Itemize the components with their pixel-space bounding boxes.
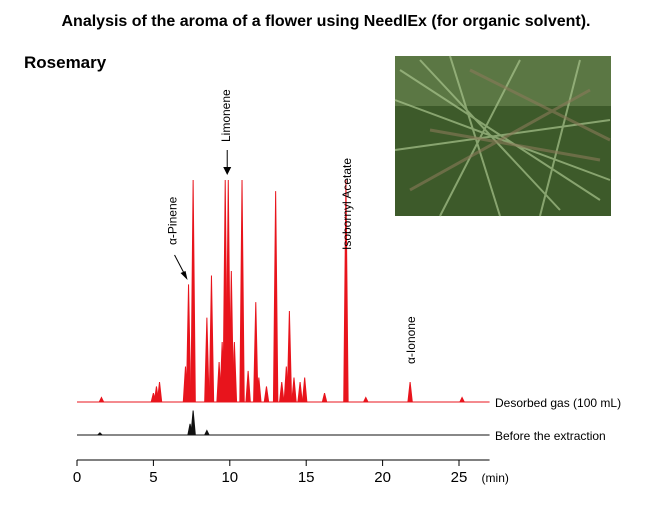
annotation: Limonene [219, 89, 233, 142]
peak [279, 381, 285, 403]
peak [321, 392, 328, 403]
annotation: α-Pinene [166, 196, 180, 245]
peak [190, 410, 196, 436]
peak [301, 377, 308, 403]
x-tick-label: 5 [149, 469, 157, 486]
annotation: α-Ionone [404, 316, 418, 364]
peak [97, 432, 103, 436]
peak [343, 179, 349, 403]
peak [204, 429, 210, 436]
x-axis-label: (min) [482, 471, 509, 485]
peak [204, 317, 210, 403]
chart-title: Analysis of the aroma of a flower using … [62, 13, 591, 30]
peak [272, 191, 279, 403]
peak [407, 381, 413, 403]
x-tick-label: 15 [298, 469, 315, 486]
legend-label: Desorbed gas (100 mL) [495, 396, 621, 410]
chart-subtitle: Rosemary [24, 53, 107, 72]
peak [156, 381, 163, 403]
peak [231, 342, 238, 403]
peak [245, 370, 251, 403]
peak [190, 179, 196, 403]
x-tick-label: 0 [73, 469, 81, 486]
peak [363, 396, 369, 403]
photo [394, 55, 611, 217]
x-tick-label: 10 [221, 469, 238, 486]
annotation: Isobornyl Acetate [340, 158, 354, 250]
x-tick-label: 25 [451, 469, 468, 486]
peak [459, 396, 465, 403]
peak [98, 396, 105, 403]
annotation-arrowhead [180, 271, 188, 280]
peak [185, 284, 192, 403]
legend-label: Before the extraction [495, 429, 606, 443]
peak [286, 310, 293, 403]
peak [228, 271, 235, 403]
peak [253, 302, 259, 403]
peak [225, 179, 231, 403]
peak [208, 275, 215, 403]
peak [297, 381, 303, 403]
annotation-arrowhead [223, 167, 232, 175]
peak [263, 386, 270, 403]
peak [239, 179, 245, 403]
x-tick-label: 20 [374, 469, 391, 486]
peak [291, 377, 297, 403]
peak [256, 377, 262, 403]
